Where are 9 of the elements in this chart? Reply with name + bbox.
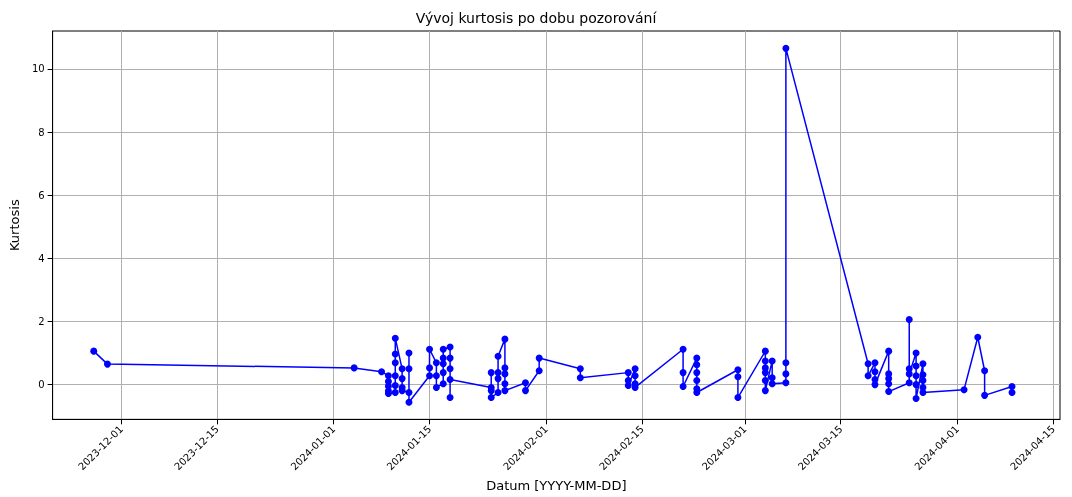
y-axis-title: Kurtosis bbox=[7, 199, 22, 252]
y-tick-label: 4 bbox=[38, 252, 45, 264]
y-tick-label: 0 bbox=[38, 379, 45, 391]
y-tick-label: 8 bbox=[38, 126, 45, 138]
y-tick-label: 6 bbox=[38, 189, 45, 201]
x-axis-title: Datum [YYYY-MM-DD] bbox=[486, 478, 627, 493]
y-tick-label: 2 bbox=[38, 315, 45, 327]
y-tick-label: 10 bbox=[31, 63, 45, 75]
chart-title: Vývoj kurtosis po dobu pozorování bbox=[415, 10, 658, 26]
